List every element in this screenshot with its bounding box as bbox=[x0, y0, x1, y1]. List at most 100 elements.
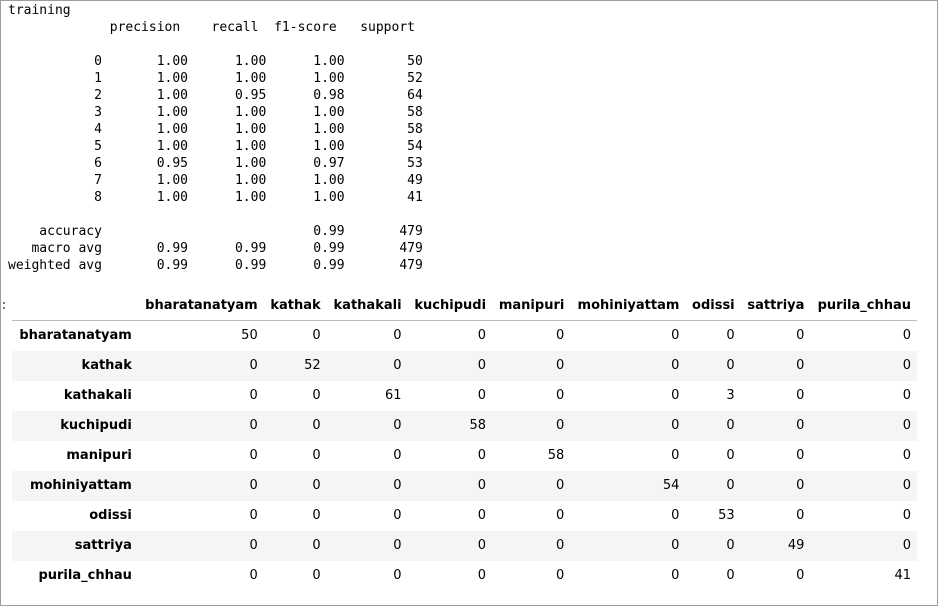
table-cell: 50 bbox=[241, 328, 258, 344]
row-header: odissi bbox=[89, 508, 132, 523]
row-header: kathakali bbox=[63, 388, 132, 403]
table-cell: 0 bbox=[249, 388, 258, 403]
table-cell: 0 bbox=[726, 418, 735, 433]
table-cell: 0 bbox=[902, 418, 911, 433]
row-header: manipuri bbox=[66, 448, 132, 463]
table-cell: 0 bbox=[312, 538, 321, 553]
table-cell: 0 bbox=[477, 478, 487, 493]
table-cell: 0 bbox=[796, 508, 805, 523]
column-header: kathakali bbox=[326, 290, 408, 321]
table-row: kathak 0 52 0 0 0 0 0 0 0 bbox=[12, 350, 917, 381]
table-cell: 0 bbox=[902, 508, 911, 523]
table-cell: 0 bbox=[726, 478, 735, 493]
table-cell: 0 bbox=[902, 538, 911, 553]
table-cell: 0 bbox=[556, 388, 565, 403]
table-row: mohiniyattam 0 0 0 0 0 54 0 0 0 bbox=[12, 470, 917, 501]
table-cell: 0 bbox=[726, 568, 735, 583]
column-header: kathak bbox=[263, 290, 327, 321]
table-cell: 0 bbox=[796, 478, 805, 493]
table-cell: 0 bbox=[726, 328, 735, 344]
table-cell: 0 bbox=[902, 358, 911, 373]
table-row: sattriya 0 0 0 0 0 0 0 49 0 bbox=[12, 530, 917, 561]
table-cell: 0 bbox=[393, 478, 402, 493]
table-cell: 0 bbox=[671, 388, 680, 403]
table-cell: 41 bbox=[894, 568, 911, 583]
row-header: kathak bbox=[81, 358, 132, 373]
table-cell: 0 bbox=[312, 508, 321, 523]
table-cell: 0 bbox=[902, 388, 911, 403]
confusion-matrix-body: bharatanatyam 50 0 0 0 0 0 0 0 0 kathak 0 52 0 0 0 0 0 0 0 k… bbox=[12, 321, 917, 591]
confusion-matrix-header-row: bharatanatyam kathak kathakali kuchipudi… bbox=[12, 290, 917, 321]
table-row: bharatanatyam 50 0 0 0 0 0 0 0 0 bbox=[12, 321, 917, 351]
table-cell: 0 bbox=[312, 328, 321, 344]
table-cell: 0 bbox=[556, 478, 565, 493]
table-cell: 0 bbox=[312, 418, 321, 433]
table-cell: 0 bbox=[726, 358, 735, 373]
table-cell: 0 bbox=[556, 418, 565, 433]
table-cell: 61 bbox=[384, 388, 402, 403]
table-cell: 0 bbox=[393, 418, 402, 433]
table-cell: 0 bbox=[726, 538, 735, 553]
table-cell: 0 bbox=[726, 448, 735, 463]
confusion-matrix-container: bharatanatyam kathak kathakali kuchipudi… bbox=[12, 290, 917, 591]
table-cell: 0 bbox=[249, 418, 258, 433]
table-cell: 0 bbox=[393, 568, 402, 583]
column-header: sattriya bbox=[740, 290, 811, 321]
table-cell: 0 bbox=[556, 568, 565, 583]
table-cell: 0 bbox=[556, 538, 565, 553]
table-cell: 0 bbox=[477, 388, 487, 403]
table-cell: 0 bbox=[671, 448, 680, 463]
table-cell: 58 bbox=[469, 418, 487, 433]
table-cell: 0 bbox=[556, 508, 565, 523]
table-cell: 0 bbox=[796, 358, 805, 373]
table-cell: 0 bbox=[671, 328, 680, 344]
table-cell: 0 bbox=[671, 538, 680, 553]
table-row: manipuri 0 0 0 0 58 0 0 0 0 bbox=[12, 441, 917, 471]
table-cell: 0 bbox=[249, 508, 258, 523]
table-cell: 0 bbox=[393, 328, 402, 344]
table-cell: 0 bbox=[393, 358, 402, 373]
row-header: purila_chhau bbox=[38, 568, 132, 583]
column-header: manipuri bbox=[492, 290, 571, 321]
table-cell: 0 bbox=[477, 508, 487, 523]
table-cell: 0 bbox=[902, 478, 911, 493]
row-header: bharatanatyam bbox=[19, 328, 132, 344]
table-cell: 0 bbox=[671, 418, 680, 433]
table-cell: 0 bbox=[249, 358, 258, 373]
table-cell: 0 bbox=[393, 448, 402, 463]
row-header: kuchipudi bbox=[60, 418, 132, 433]
table-cell: 0 bbox=[393, 508, 402, 523]
table-cell: 0 bbox=[477, 538, 487, 553]
column-header: mohiniyattam bbox=[570, 290, 686, 321]
table-cell: 0 bbox=[312, 448, 321, 463]
table-cell: 0 bbox=[312, 388, 321, 403]
classification-report-output: training precision recall f1-score suppo… bbox=[8, 3, 423, 273]
table-cell: 53 bbox=[718, 508, 735, 523]
table-cell: 0 bbox=[796, 448, 805, 463]
table-cell: 0 bbox=[556, 328, 565, 344]
table-cell: 0 bbox=[796, 388, 805, 403]
table-cell: 0 bbox=[477, 448, 487, 463]
table-cell: 0 bbox=[902, 448, 911, 463]
column-header: purila_chhau bbox=[810, 290, 917, 321]
table-cell: 0 bbox=[312, 568, 321, 583]
table-cell: 54 bbox=[662, 478, 680, 493]
table-cell: 0 bbox=[249, 538, 258, 553]
table-cell: 0 bbox=[796, 418, 805, 433]
table-cell: 0 bbox=[477, 568, 487, 583]
row-header: mohiniyattam bbox=[29, 478, 132, 493]
table-row: odissi 0 0 0 0 0 0 53 0 0 bbox=[12, 501, 917, 531]
table-row: purila_chhau 0 0 0 0 0 0 0 0 41 bbox=[12, 561, 917, 591]
table-cell: 49 bbox=[787, 538, 805, 553]
confusion-matrix-table: bharatanatyam kathak kathakali kuchipudi… bbox=[12, 290, 917, 591]
column-header: kuchipudi bbox=[407, 290, 493, 321]
table-cell: 0 bbox=[671, 358, 680, 373]
column-header: bharatanatyam bbox=[137, 290, 264, 321]
table-cell: 0 bbox=[556, 358, 565, 373]
table-cell: 0 bbox=[249, 568, 258, 583]
table-row: kathakali 0 0 61 0 0 0 3 0 0 bbox=[12, 381, 917, 411]
row-header: sattriya bbox=[74, 538, 132, 553]
table-cell: 3 bbox=[726, 388, 735, 403]
corner-cell bbox=[12, 290, 138, 321]
table-cell: 0 bbox=[796, 568, 805, 583]
